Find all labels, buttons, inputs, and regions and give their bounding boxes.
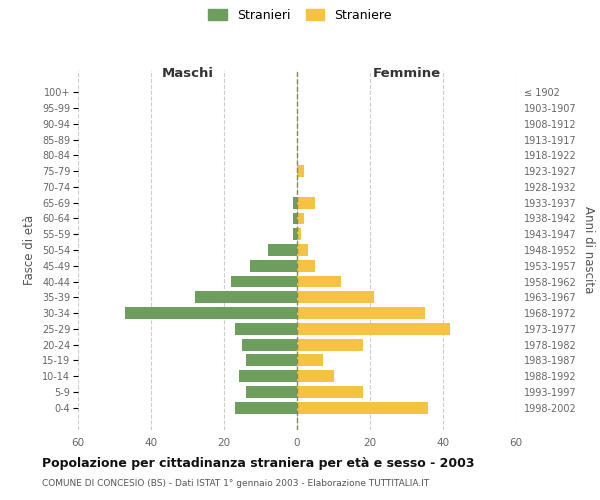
Bar	[297, 197, 315, 208]
Text: Maschi: Maschi	[161, 66, 214, 80]
Bar	[297, 402, 428, 413]
Bar	[297, 292, 374, 303]
Text: Femmine: Femmine	[373, 66, 440, 80]
Bar	[297, 228, 301, 240]
Bar	[242, 338, 297, 350]
Bar	[235, 323, 297, 335]
Bar	[297, 307, 425, 319]
Bar	[268, 244, 297, 256]
Y-axis label: Anni di nascita: Anni di nascita	[582, 206, 595, 294]
Bar	[250, 260, 297, 272]
Bar	[297, 260, 315, 272]
Bar	[246, 386, 297, 398]
Bar	[297, 244, 308, 256]
Bar	[125, 307, 297, 319]
Bar	[235, 402, 297, 413]
Bar	[297, 165, 304, 177]
Legend: Stranieri, Straniere: Stranieri, Straniere	[206, 6, 394, 24]
Bar	[297, 338, 362, 350]
Bar	[293, 197, 297, 208]
Bar	[297, 323, 450, 335]
Bar	[239, 370, 297, 382]
Bar	[293, 228, 297, 240]
Bar	[297, 370, 334, 382]
Bar	[246, 354, 297, 366]
Text: Popolazione per cittadinanza straniera per età e sesso - 2003: Popolazione per cittadinanza straniera p…	[42, 458, 475, 470]
Bar	[297, 276, 341, 287]
Bar	[195, 292, 297, 303]
Text: COMUNE DI CONCESIO (BS) - Dati ISTAT 1° gennaio 2003 - Elaborazione TUTTITALIA.I: COMUNE DI CONCESIO (BS) - Dati ISTAT 1° …	[42, 479, 429, 488]
Y-axis label: Fasce di età: Fasce di età	[23, 215, 37, 285]
Bar	[297, 386, 362, 398]
Bar	[293, 212, 297, 224]
Bar	[232, 276, 297, 287]
Bar	[297, 354, 323, 366]
Bar	[297, 212, 304, 224]
